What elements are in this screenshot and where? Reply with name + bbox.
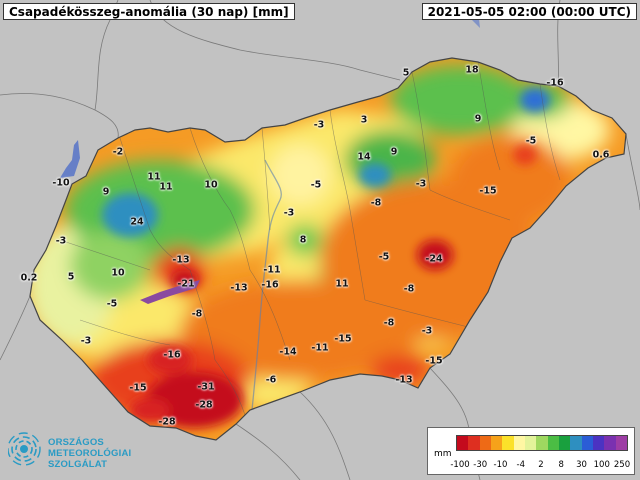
legend-swatch xyxy=(490,436,503,450)
legend-swatch xyxy=(615,436,627,450)
logo-line-2: METEOROLÓGIAI xyxy=(48,448,132,459)
station-value: -15 xyxy=(129,382,147,394)
station-value: -28 xyxy=(158,416,176,428)
station-value: -2 xyxy=(112,146,124,158)
station-value: -5 xyxy=(310,179,322,191)
legend-tick-label: -10 xyxy=(493,460,508,470)
station-value: 18 xyxy=(465,64,479,76)
legend-tick-label: 100 xyxy=(593,460,610,470)
station-value: 0.6 xyxy=(592,149,610,161)
station-value: -15 xyxy=(334,333,352,345)
legend-tick-label: 2 xyxy=(538,460,544,470)
station-value: -3 xyxy=(421,325,433,337)
lake-balaton xyxy=(140,280,200,304)
legend-unit: mm xyxy=(434,449,452,459)
station-value: 24 xyxy=(130,216,144,228)
station-value: -31 xyxy=(197,381,215,393)
station-value: -11 xyxy=(263,264,281,276)
legend-tick-label: 30 xyxy=(576,460,587,470)
legend-swatch xyxy=(570,436,582,450)
hungary-border xyxy=(29,57,627,441)
station-value: 9 xyxy=(390,146,398,158)
station-value: -8 xyxy=(383,317,395,329)
legend-ticks: -100 -30 -10 -4 2 8 30 100 250 xyxy=(450,460,630,472)
legend-tick-label: 8 xyxy=(558,460,564,470)
station-value: -10 xyxy=(52,177,70,189)
legend-swatch xyxy=(468,436,480,450)
color-legend: mm -100 -30 -10 -4 2 8 30 100 250 xyxy=(427,427,635,475)
station-value: -13 xyxy=(395,374,413,386)
station-value: -8 xyxy=(370,197,382,209)
legend-swatch xyxy=(547,436,559,450)
lake-neusiedl xyxy=(60,140,80,178)
station-value: -13 xyxy=(172,254,190,266)
station-value: -15 xyxy=(425,355,443,367)
station-value: -3 xyxy=(55,235,67,247)
station-value: -16 xyxy=(261,279,279,291)
legend-tick-label: -30 xyxy=(473,460,488,470)
station-value: -11 xyxy=(311,342,329,354)
legend-swatch xyxy=(592,436,605,450)
station-value: -3 xyxy=(80,335,92,347)
station-value: 11 xyxy=(147,171,161,183)
station-value: -3 xyxy=(313,119,325,131)
station-value: 10 xyxy=(204,179,218,191)
station-value: 11 xyxy=(335,278,349,290)
station-value: 14 xyxy=(357,151,371,163)
station-value: -6 xyxy=(265,374,277,386)
legend-swatch xyxy=(513,436,525,450)
legend-swatch xyxy=(457,436,469,450)
station-value: -3 xyxy=(283,207,295,219)
legend-tick-label: -100 xyxy=(450,460,470,470)
station-value: -21 xyxy=(177,278,195,290)
station-value: 11 xyxy=(159,181,173,193)
omsz-logo: ORSZÁGOS METEOROLÓGIAI SZOLGÁLAT xyxy=(8,428,158,474)
station-value: 8 xyxy=(299,234,307,246)
legend-swatch xyxy=(479,436,491,450)
station-value: -16 xyxy=(546,77,564,89)
legend-swatch xyxy=(524,436,537,450)
map-title: Csapadékösszeg-anomália (30 nap) [mm] xyxy=(3,3,295,20)
legend-swatch xyxy=(581,436,593,450)
legend-colorbar xyxy=(456,435,628,451)
station-value: -24 xyxy=(425,253,443,265)
logo-line-3: SZOLGÁLAT xyxy=(48,459,108,470)
station-value: -8 xyxy=(191,308,203,320)
station-value: 9 xyxy=(102,186,110,198)
station-value: -28 xyxy=(195,399,213,411)
legend-tick-label: 250 xyxy=(613,460,631,470)
station-value: -13 xyxy=(230,282,248,294)
station-value: 5 xyxy=(402,67,410,79)
station-value: 10 xyxy=(111,267,125,279)
station-value: -8 xyxy=(403,283,415,295)
station-value: -5 xyxy=(525,135,537,147)
station-value: -15 xyxy=(479,185,497,197)
station-value: 9 xyxy=(474,113,482,125)
legend-swatch xyxy=(502,436,514,450)
station-value: 5 xyxy=(67,271,75,283)
station-value: -3 xyxy=(415,178,427,190)
logo-line-1: ORSZÁGOS xyxy=(48,437,104,448)
legend-swatch xyxy=(536,436,548,450)
legend-tick-label: -4 xyxy=(516,460,525,470)
station-value: -5 xyxy=(106,298,118,310)
legend-swatch xyxy=(558,436,571,450)
station-value: 0.2 xyxy=(20,272,38,284)
map-timestamp: 2021-05-05 02:00 (00:00 UTC) xyxy=(421,3,637,20)
omsz-emblem-icon xyxy=(8,432,41,466)
station-value: -5 xyxy=(378,251,390,263)
station-value: -14 xyxy=(279,346,297,358)
station-value: 3 xyxy=(360,114,368,126)
station-value: -16 xyxy=(163,349,181,361)
legend-swatch xyxy=(604,436,616,450)
